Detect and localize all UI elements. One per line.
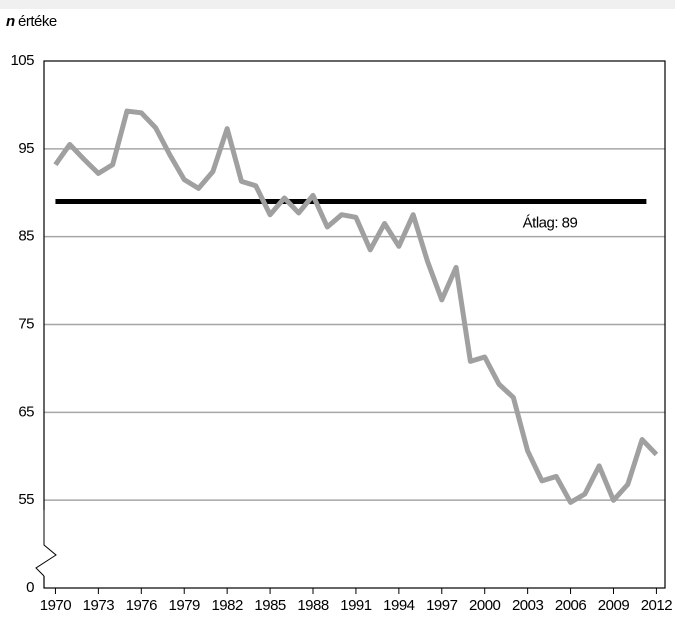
y-label-symbol: n: [6, 13, 15, 30]
x-tick-label: 1985: [254, 597, 286, 614]
y-tick-label: 105: [10, 52, 34, 69]
x-tick-label: 1979: [169, 597, 201, 614]
x-tick-label: 1973: [83, 597, 115, 614]
x-tick-label: 2003: [512, 597, 544, 614]
x-tick-label: 2006: [555, 597, 587, 614]
average-label: Átlag: 89: [523, 215, 578, 232]
y-label: értéke: [18, 13, 57, 30]
x-tick-label: 1991: [340, 597, 372, 614]
x-tick-label: 2009: [598, 597, 630, 614]
y-tick-label: 65: [18, 403, 34, 420]
series-line: [53, 108, 659, 505]
plot-frame: [43, 60, 666, 589]
axis-break: [35, 510, 57, 577]
x-tick-label: 2012: [641, 597, 673, 614]
y-tick-label: 55: [18, 491, 34, 508]
y-tick-label: 0: [26, 579, 34, 596]
x-tick-label: 1994: [383, 597, 415, 614]
x-tick-label: 1976: [126, 597, 158, 614]
x-tick-label: 1988: [297, 597, 329, 614]
x-tick-label: 1997: [426, 597, 458, 614]
x-tick-label: 1982: [211, 597, 243, 614]
top-band: [0, 0, 675, 9]
x-tick-label: 1970: [40, 597, 72, 614]
y-tick-label: 85: [18, 228, 34, 245]
y-tick-label: 75: [18, 315, 34, 332]
x-tick-label: 2000: [469, 597, 501, 614]
y-tick-label: 95: [18, 140, 34, 157]
